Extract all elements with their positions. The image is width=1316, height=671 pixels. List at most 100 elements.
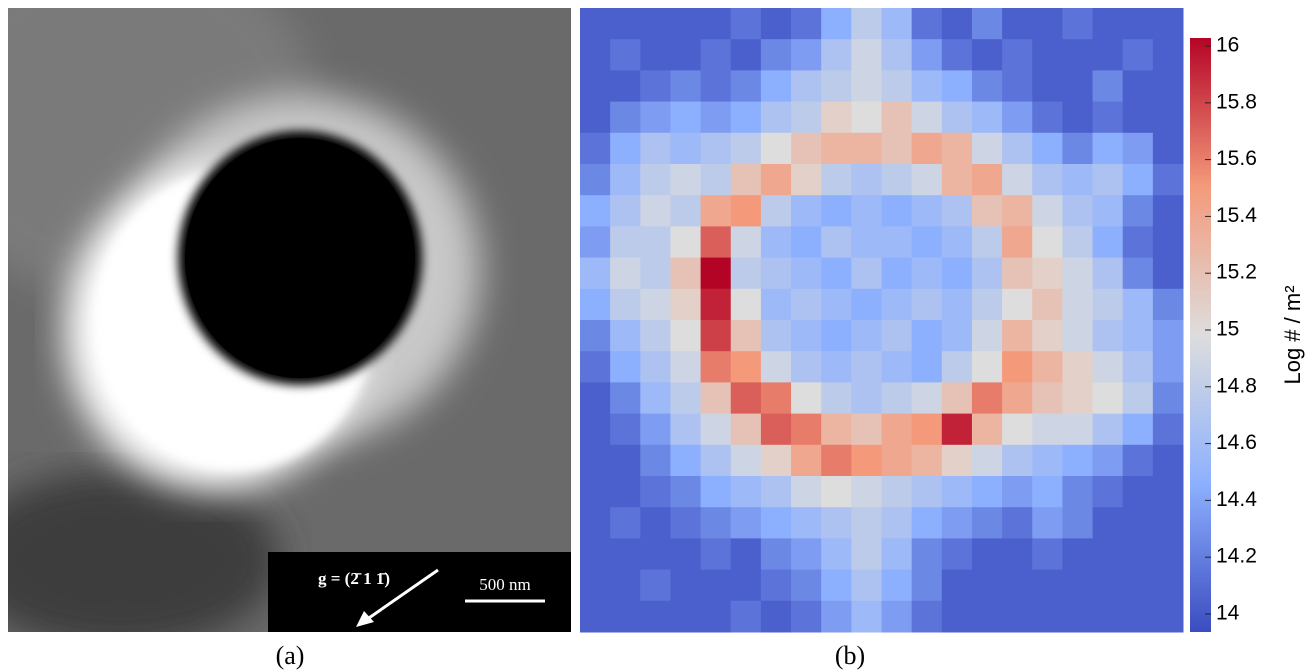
heatmap-cell: [760, 226, 792, 259]
heatmap-cell: [971, 444, 1003, 477]
heatmap-cell: [821, 70, 852, 103]
heatmap-cell: [580, 569, 611, 602]
heatmap-cell: [971, 101, 1003, 134]
heatmap-cell: [1152, 288, 1184, 321]
heatmap-cell: [791, 507, 822, 539]
heatmap-cell: [1002, 8, 1033, 40]
heatmap-cell: [760, 351, 792, 383]
heatmap-cell: [1152, 195, 1184, 227]
heatmap-cell: [911, 320, 943, 352]
heatmap-cell: [730, 8, 762, 40]
heatmap-cell: [760, 70, 792, 103]
heatmap-cell: [1152, 320, 1184, 352]
heatmap-cell: [1062, 195, 1094, 227]
heatmap-cell: [1032, 8, 1063, 40]
heatmap-cell: [1032, 413, 1063, 446]
heatmap-cell: [1122, 413, 1154, 446]
heatmap-cell: [851, 226, 882, 259]
heatmap-cell: [760, 288, 792, 321]
heatmap-cell: [580, 8, 611, 40]
heatmap-cell: [851, 288, 882, 321]
heatmap-cell: [610, 476, 641, 508]
heatmap-cell: [881, 226, 913, 259]
heatmap-cell: [791, 164, 822, 196]
panel-label: (b): [835, 641, 865, 670]
heatmap-cell: [640, 320, 671, 352]
heatmap-cell: [881, 195, 913, 227]
heatmap-cell: [1002, 164, 1033, 196]
heatmap-cell: [670, 351, 702, 383]
heatmap-cell: [1092, 351, 1124, 383]
heatmap-cell: [821, 382, 852, 415]
heatmap-cell: [1032, 476, 1063, 508]
heatmap-cell: [941, 538, 973, 571]
heatmap-cell: [941, 600, 973, 633]
heatmap-cell: [851, 70, 882, 103]
heatmap-cell: [610, 600, 641, 633]
heatmap-cell: [1002, 444, 1033, 477]
heatmap-cell: [881, 600, 913, 633]
heatmap-cell: [1152, 164, 1184, 196]
heatmap-cell: [1032, 132, 1063, 165]
heatmap-cell: [971, 288, 1003, 321]
heatmap-cell: [580, 538, 611, 571]
heatmap-cell: [911, 8, 943, 40]
heatmap-cell: [941, 476, 973, 508]
heatmap-cell: [1122, 8, 1154, 40]
heatmap-cell: [1002, 538, 1033, 571]
heatmap-cell: [1152, 600, 1184, 633]
heatmap-cell: [700, 538, 732, 571]
heatmap-cell: [791, 8, 822, 40]
heatmap-cell: [610, 8, 641, 40]
heatmap-cell: [941, 444, 973, 477]
heatmap: [580, 8, 1184, 633]
heatmap-cell: [881, 413, 913, 446]
heatmap-cell: [851, 320, 882, 352]
heatmap-cell: [881, 538, 913, 571]
heatmap-cell: [1032, 226, 1063, 259]
heatmap-cell: [1032, 101, 1063, 134]
heatmap-cell: [881, 132, 913, 165]
heatmap-cell: [971, 351, 1003, 383]
heatmap-cell: [821, 195, 852, 227]
heatmap-cell: [730, 226, 762, 259]
heatmap-cell: [1092, 257, 1124, 290]
heatmap-cell: [1122, 569, 1154, 602]
heatmap-cell: [700, 8, 732, 40]
heatmap-cell: [971, 538, 1003, 571]
colorbar-tick-label: 14.2: [1216, 545, 1257, 568]
heatmap-cell: [1092, 507, 1124, 539]
heatmap-cell: [821, 507, 852, 539]
heatmap-cell: [791, 600, 822, 633]
heatmap-cell: [760, 101, 792, 134]
heatmap-cell: [700, 320, 732, 352]
heatmap-cell: [1032, 507, 1063, 539]
heatmap-cell: [941, 164, 973, 196]
heatmap-cell: [1122, 257, 1154, 290]
heatmap-cell: [911, 569, 943, 602]
heatmap-cell: [851, 132, 882, 165]
heatmap-cell: [941, 70, 973, 103]
heatmap-cell: [760, 257, 792, 290]
heatmap-cell: [1092, 382, 1124, 415]
heatmap-cell: [700, 39, 732, 71]
heatmap-cell: [821, 257, 852, 290]
heatmap-cell: [670, 132, 702, 165]
heatmap-cell: [700, 569, 732, 602]
heatmap-cell: [1152, 382, 1184, 415]
heatmap-cell: [670, 600, 702, 633]
heatmap-cell: [1122, 164, 1154, 196]
heatmap-cell: [760, 320, 792, 352]
heatmap-cell: [851, 164, 882, 196]
heatmap-cell: [610, 538, 641, 571]
heatmap-cell: [851, 257, 882, 290]
heatmap-cell: [1032, 444, 1063, 477]
heatmap-cell: [971, 195, 1003, 227]
heatmap-cell: [1092, 226, 1124, 259]
heatmap-cell: [791, 569, 822, 602]
heatmap-cell: [580, 164, 611, 196]
heatmap-cell: [700, 476, 732, 508]
heatmap-cell: [1152, 538, 1184, 571]
heatmap-cell: [1122, 226, 1154, 259]
heatmap-cell: [730, 164, 762, 196]
